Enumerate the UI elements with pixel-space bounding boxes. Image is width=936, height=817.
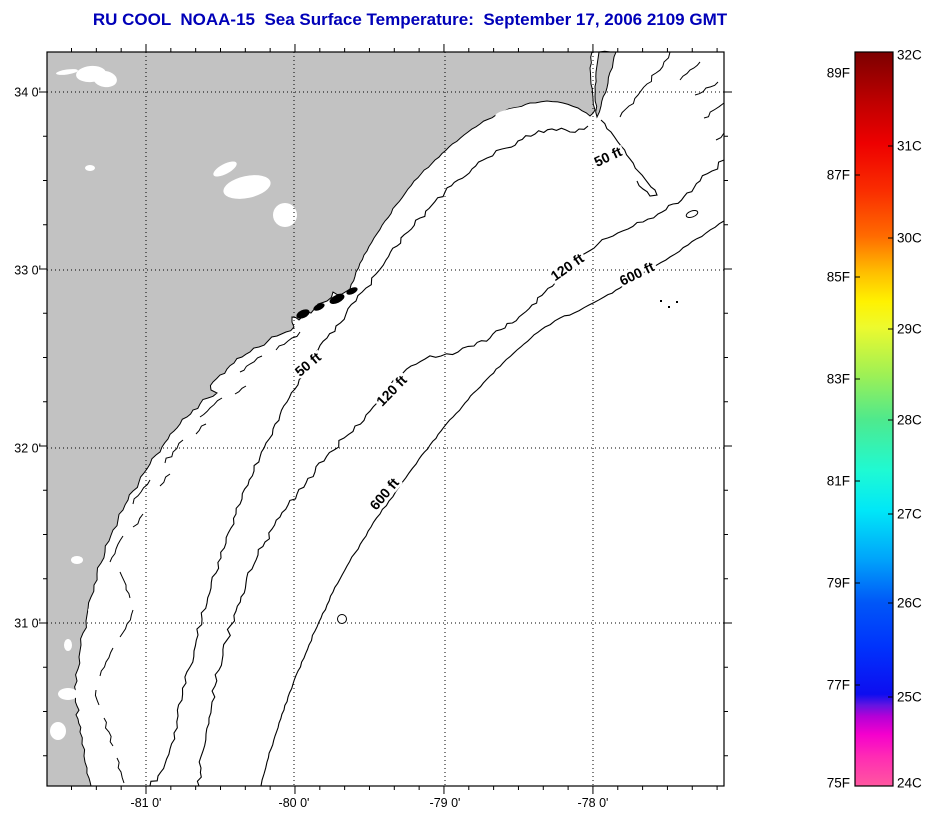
island-fragment [715,132,725,141]
island-fragment [234,385,247,395]
y-axis-label: 32 0' [14,442,41,456]
y-axis-label: 31 0' [14,617,41,631]
contour-120ft [196,159,725,787]
island-fragment [164,439,184,464]
colorbar-label-c: 27C [897,507,922,522]
island-fragment [116,757,125,784]
cloud-patch [213,161,237,177]
colorbar-label-c: 29C [897,322,922,337]
x-axis-label: -78 0' [578,796,609,810]
cloud-patch [88,607,96,613]
island-fragment [195,423,207,435]
colorbar-label-f: 77F [827,678,850,693]
shoal-speck [668,306,670,308]
shoal-speck [676,301,678,303]
cloud-patch [495,106,535,118]
colorbar-label-c: 30C [897,231,922,246]
island-fragment [99,647,114,677]
island-fragment [119,609,134,638]
contour-600ft [260,220,725,787]
x-axis-label: -81 0' [131,796,162,810]
shoal-oval [685,210,699,218]
cloud-patch [273,203,297,227]
depth-circle [337,614,347,624]
colorbar-label-f: 89F [827,66,850,81]
x-axis-label: -80 0' [279,796,310,810]
y-axis-label: 34 0' [14,86,41,100]
cloud-patch [93,70,117,88]
marsh-island [329,294,345,304]
cloud-patch [223,175,271,199]
colorbar-label-c: 32C [897,48,922,63]
island-fragment [239,355,263,373]
colorbar-label-f: 85F [827,270,850,285]
contour-50ft [149,125,589,787]
colorbar-label-c: 24C [897,776,922,791]
cloud-patch [64,639,72,651]
colorbar-label-c: 26C [897,596,922,611]
colorbar-label-f: 79F [827,576,850,591]
colorbar-label-c: 31C [897,139,922,154]
contour-50ft-shoal [600,119,658,197]
island-fragment [619,51,671,118]
page-title: RU COOL NOAA-15 Sea Surface Temperature:… [92,10,728,29]
island-fragment [694,81,719,96]
colorbar-label-c: 28C [897,413,922,428]
island-fragment [132,513,144,528]
island-fragment [159,473,171,487]
island-fragment [199,397,223,418]
cape-fear-east-bank [594,50,617,119]
cloud-patch [50,722,66,740]
colorbar-label-c: 25C [897,690,922,705]
island-fragment [119,571,131,599]
cloud-patch [58,688,78,700]
island-fragment [132,479,151,505]
island-fragment [679,61,701,81]
island-fragment [275,331,301,351]
y-axis-label: 33 0' [14,264,41,278]
colorbar-label-f: 81F [827,474,850,489]
island-fragment [103,717,114,747]
plot-border [46,51,725,787]
x-axis-label: -79 0' [430,796,461,810]
cloud-patch [85,165,95,171]
colorbar-label-f: 83F [827,372,850,387]
marsh-island [296,309,310,319]
shoal-speck [660,300,662,302]
colorbar-label-f: 75F [827,776,850,791]
cloud-patch [71,556,83,564]
marsh-island [313,303,325,311]
colorbar [854,51,894,787]
island-fragment [94,689,100,706]
colorbar-label-f: 87F [827,168,850,183]
island-fragment [109,535,124,563]
island-fragment [703,102,725,119]
marsh-island [346,287,358,295]
cloud-patch [56,69,78,75]
